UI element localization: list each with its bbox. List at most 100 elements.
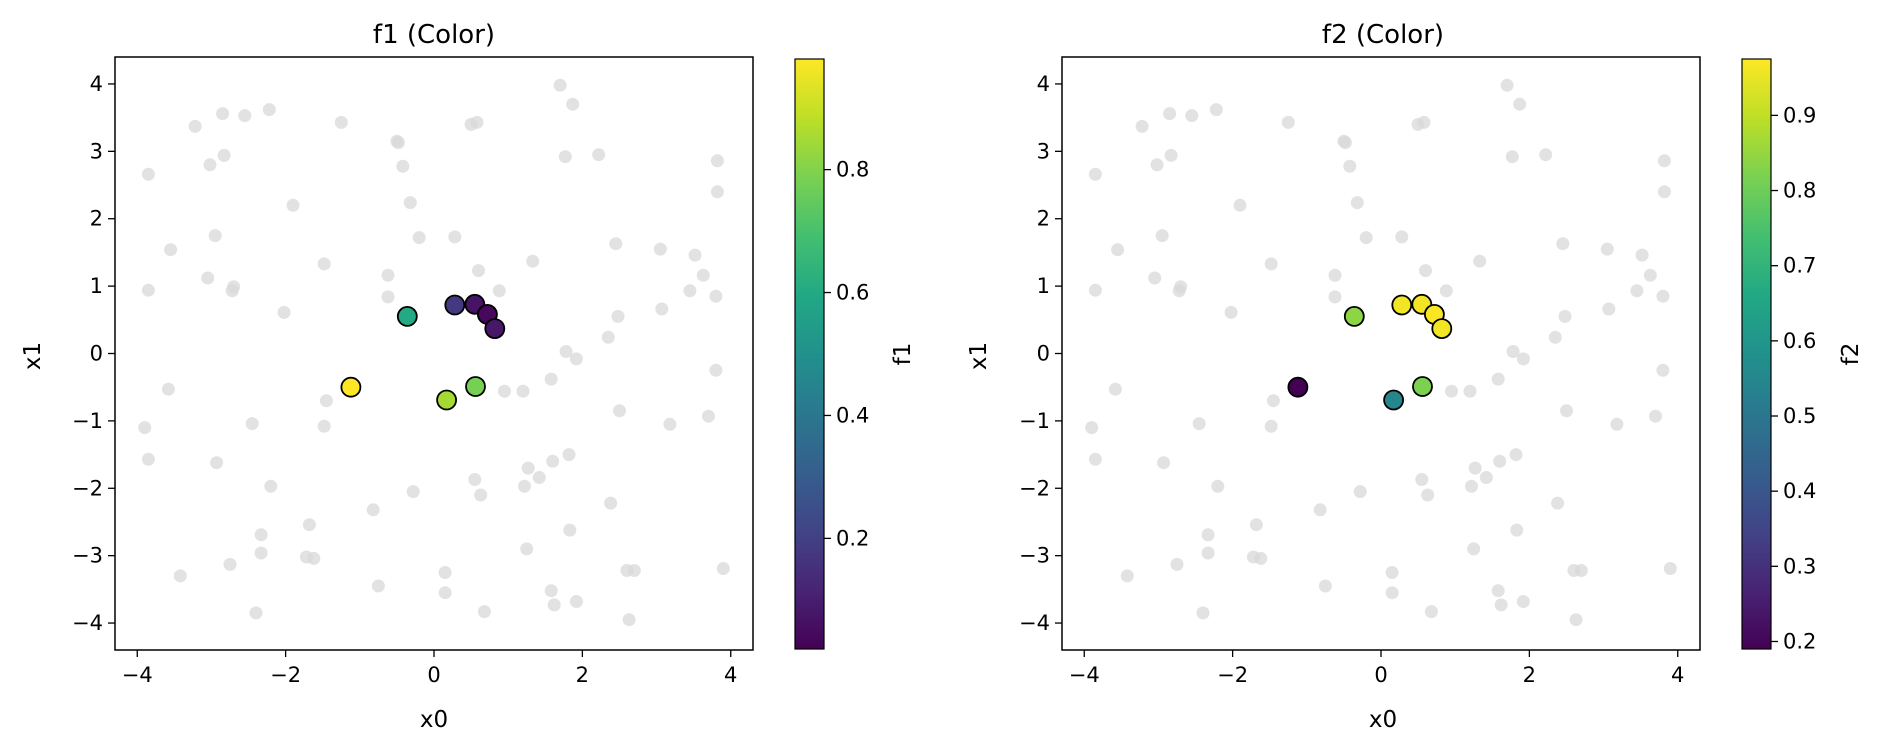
background-point [1500,78,1514,92]
x-axis-label-f2: x0 [1369,707,1397,733]
background-point [520,542,534,556]
background-point [317,419,331,433]
background-point [396,159,410,173]
background-point [1155,229,1169,243]
y-tick-label: −1 [72,409,103,433]
background-point [1385,566,1399,579]
background-point [498,384,511,398]
background-point [381,290,395,304]
background-point [592,148,606,162]
background-point [1516,595,1530,608]
background-point [559,345,573,358]
background-point [1164,148,1178,162]
background-point [532,471,546,484]
x-tick-label: 2 [1523,663,1536,687]
background-point [1649,409,1662,423]
background-point [1505,150,1519,164]
background-points-f2 [1085,78,1677,627]
background-point [1318,579,1332,593]
background-point [1610,417,1624,431]
background-point [611,309,625,323]
background-point [217,148,231,162]
background-point [1328,268,1342,282]
background-point [1196,606,1210,620]
x-tick-label: −2 [270,663,301,687]
background-point [516,384,530,398]
colorbar-tick-label: 0.4 [836,403,869,427]
background-point [245,417,259,431]
background-point [1350,196,1364,210]
background-point [1417,115,1431,129]
background-point [1467,542,1481,556]
background-point [468,473,482,486]
background-point [1170,557,1184,571]
x-tick-label: 4 [1671,663,1684,687]
background-point [609,237,623,251]
background-point [1343,159,1357,173]
background-point [141,452,155,466]
background-point [1201,528,1215,542]
background-point [1491,372,1505,386]
background-point [477,605,491,619]
background-point [334,115,348,129]
x-tick-label: 0 [427,663,440,687]
background-point [1643,268,1657,282]
background-point [1415,473,1429,486]
colorbar-tick-label: 0.6 [836,281,869,305]
background-point [277,305,291,319]
x-ticks-f2: −4 −2 0 2 4 [1069,650,1684,687]
background-point [161,382,175,396]
x-tick-label: −4 [122,663,153,687]
background-point [709,363,723,377]
background-point [1313,503,1327,517]
background-point [1424,605,1438,619]
highlighted-points-f1 [340,293,506,411]
highlighted-point [1391,294,1413,316]
background-point [1088,167,1102,181]
background-point [472,264,485,278]
y-tick-label: 3 [1037,139,1050,163]
background-point [1249,518,1263,532]
y-tick-label: −3 [1019,544,1050,568]
background-point [307,551,321,565]
background-point [1419,264,1432,278]
background-point [254,528,268,542]
background-point [566,97,580,111]
background-point [238,109,252,123]
background-point [1359,231,1373,245]
x-tick-label: −2 [1217,663,1248,687]
background-point [1108,382,1122,396]
background-point [1630,284,1644,298]
highlighted-point [1343,305,1365,327]
background-point [1088,283,1102,297]
y-tick-label: −2 [1019,476,1050,500]
background-point [1494,598,1508,612]
background-point [716,562,730,575]
background-point [1574,564,1588,577]
background-point [216,107,230,121]
background-point [286,198,300,212]
colorbar-tick-label: 0.9 [1783,103,1816,127]
background-point [317,257,331,271]
background-point [553,78,567,92]
y-tick-label: 0 [90,342,103,366]
highlighted-point [340,376,362,398]
background-point [1510,523,1524,537]
colorbar-tick-label: 0.5 [1783,404,1816,428]
background-point [1353,485,1367,499]
colorbar-tick-label: 0.8 [836,158,869,182]
highlighted-point [1412,376,1433,397]
background-point [563,523,577,537]
background-point [438,586,452,600]
background-point [173,569,187,583]
background-point [1150,158,1164,172]
highlighted-point [444,294,466,316]
background-point [1120,569,1134,583]
background-point [655,302,669,316]
y-tick-label: 2 [1037,207,1050,231]
y-tick-label: 4 [1037,72,1050,96]
background-point [569,595,583,608]
colorbar-tick-label: 0.6 [1783,329,1816,353]
background-point [1328,290,1342,304]
